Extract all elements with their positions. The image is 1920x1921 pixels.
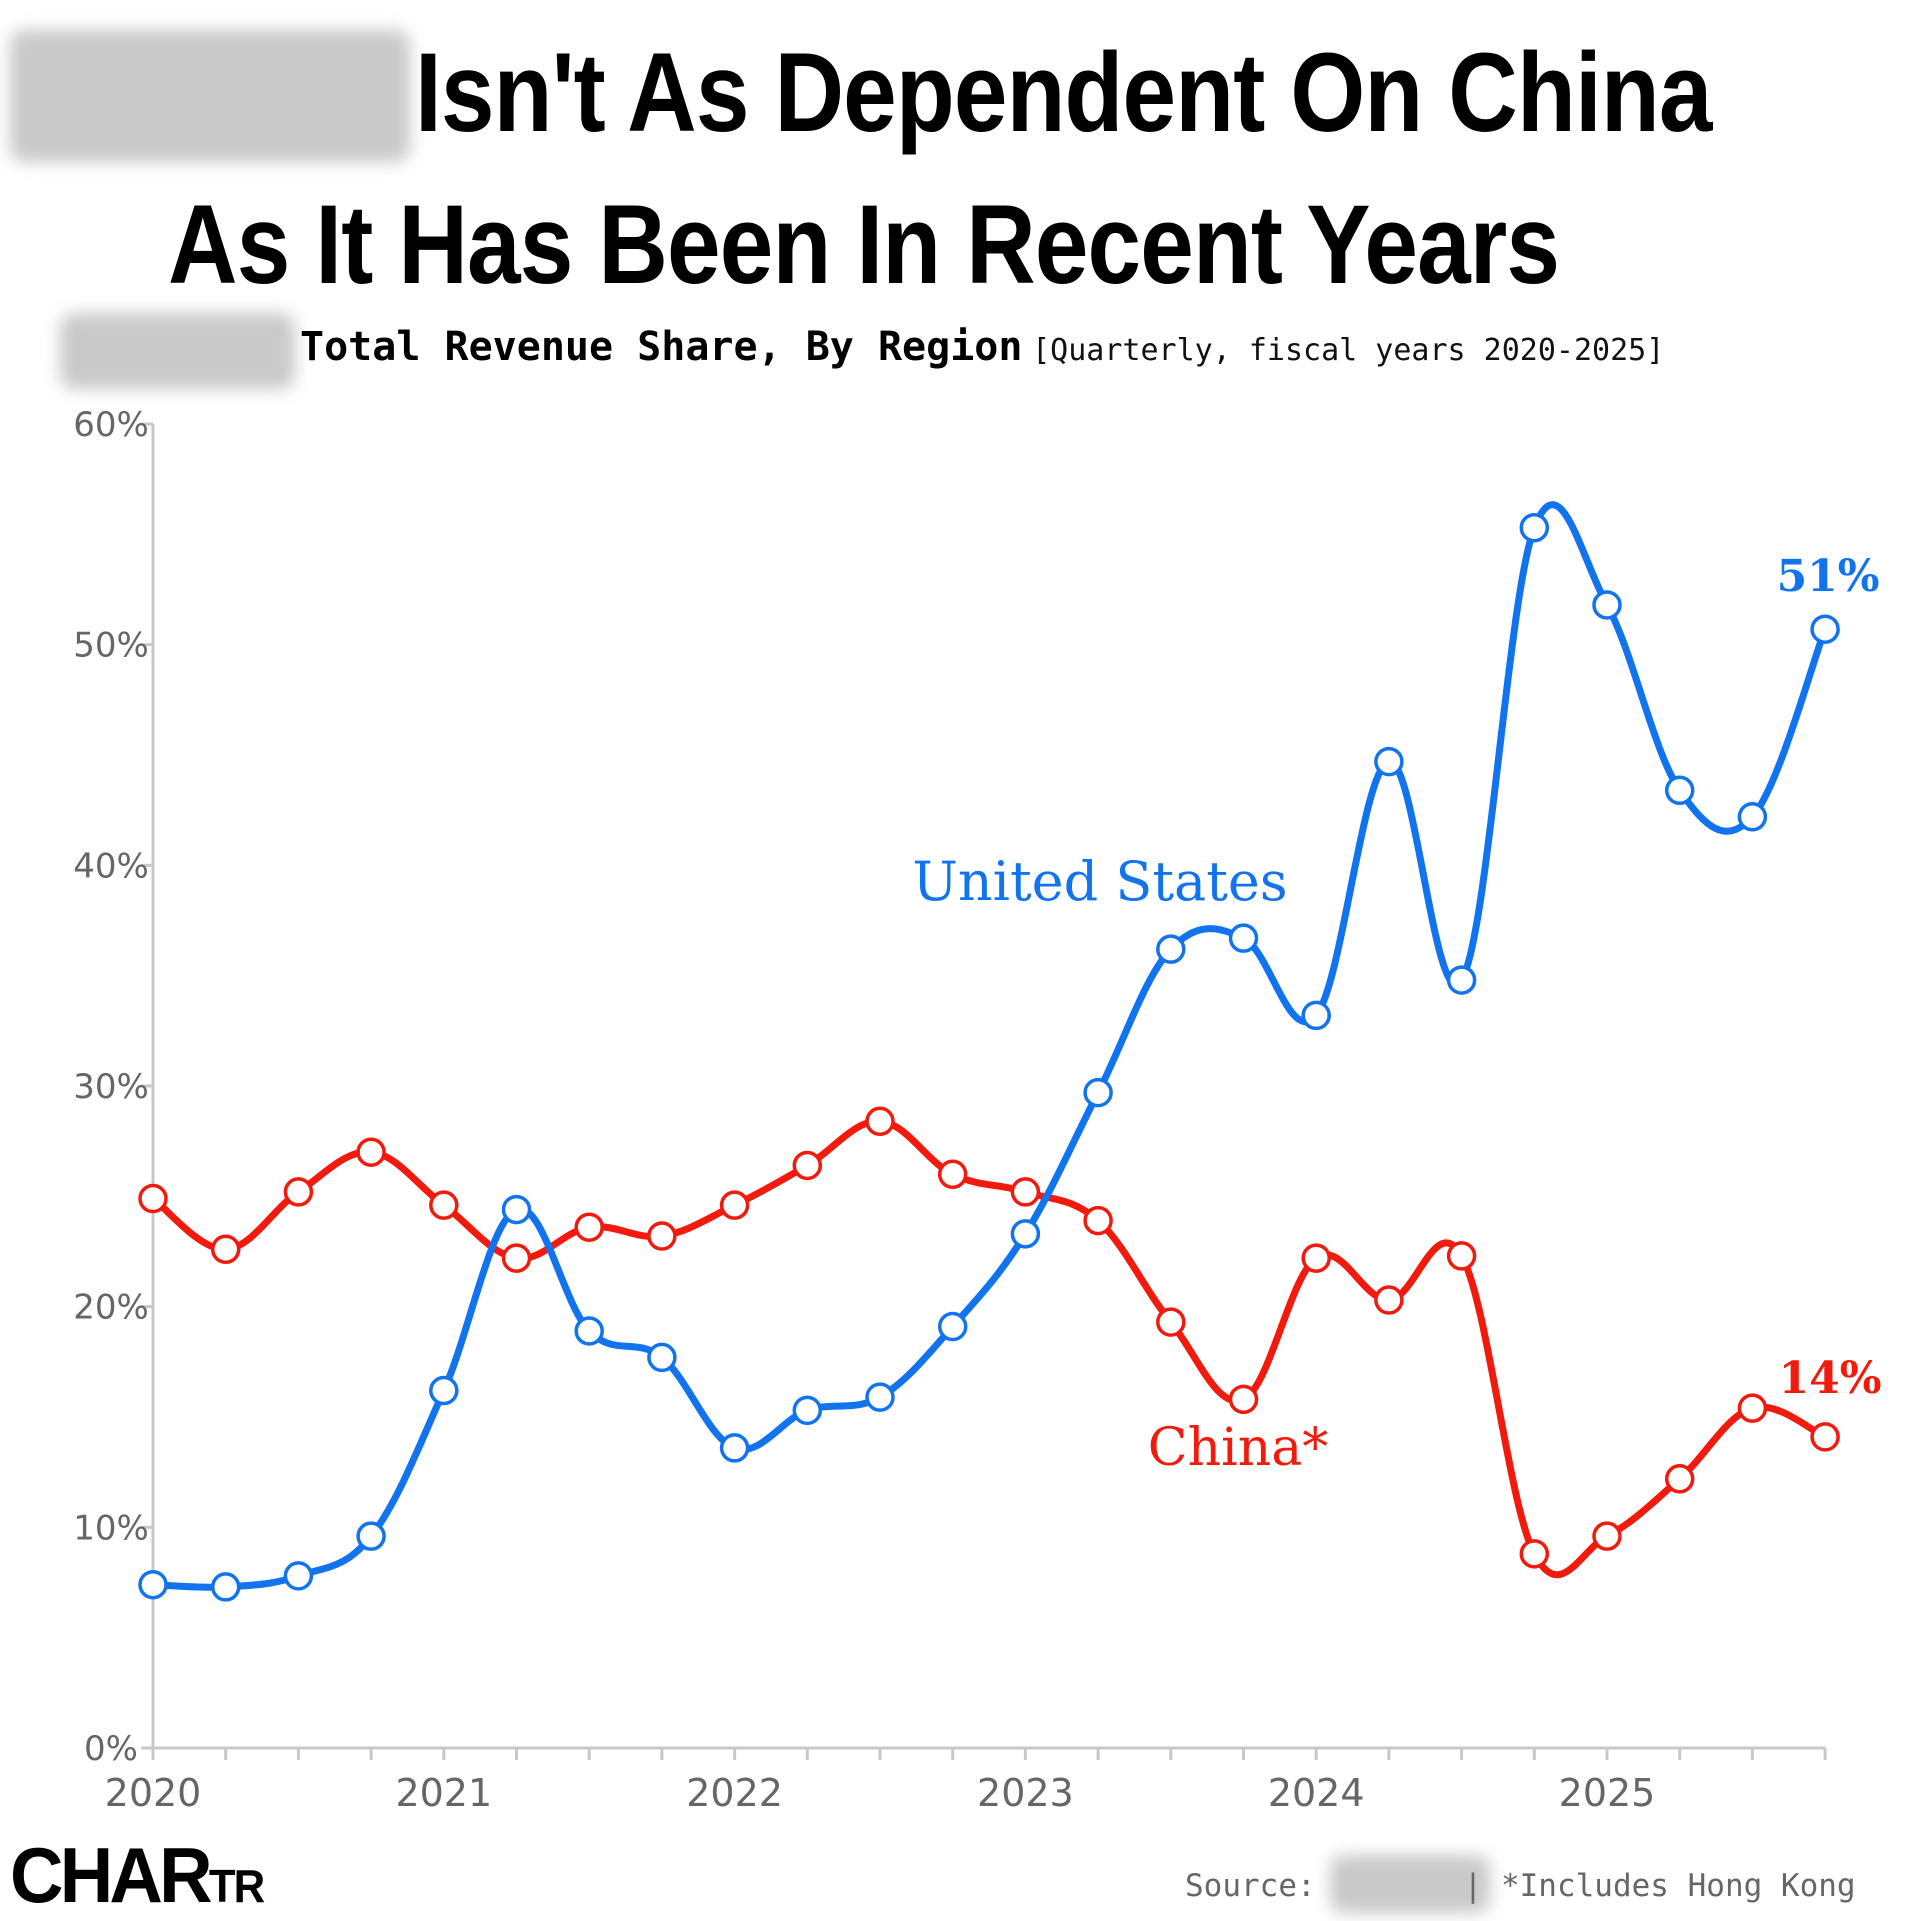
- point-us: [1083, 1077, 1113, 1108]
- chart-points: [138, 512, 1840, 1602]
- point-us: [1010, 1219, 1041, 1249]
- point-china: [1664, 1464, 1695, 1494]
- revenue-share-line-chart: 0% 10% 20% 30% 40% 50% 60% 2020 2021 2022 2023 2024…: [73, 405, 1881, 1815]
- y-tick-label: 20%: [73, 1288, 149, 1328]
- y-tick-label: 60%: [73, 405, 149, 445]
- x-tick-label: 2024: [1268, 1771, 1365, 1815]
- point-china: [937, 1159, 968, 1190]
- point-us: [429, 1375, 459, 1406]
- point-china: [1301, 1243, 1331, 1273]
- chart-labels: United States China* 51% 14%: [912, 551, 1881, 1478]
- point-china: [1519, 1539, 1550, 1569]
- chart-subtitle: Total Revenue Share, By Region [Quarterl…: [300, 324, 1664, 370]
- point-china: [429, 1190, 459, 1220]
- point-china: [1010, 1177, 1041, 1207]
- point-us: [719, 1433, 750, 1463]
- end-label-china: 14%: [1779, 1353, 1882, 1404]
- line-china: [149, 1117, 1829, 1579]
- point-china: [1446, 1241, 1477, 1271]
- point-us: [210, 1572, 241, 1602]
- chart-axes: 0% 10% 20% 30% 40% 50% 60% 2020 2021 2022 2023 2024…: [73, 405, 1827, 1815]
- point-us: [283, 1561, 314, 1591]
- redacted-company-name-subtitle: [60, 313, 295, 389]
- point-china: [210, 1234, 241, 1265]
- end-label-us: 51%: [1777, 551, 1880, 602]
- point-china: [647, 1221, 677, 1251]
- y-tick-label: 10%: [73, 1508, 149, 1548]
- point-us: [1810, 614, 1840, 644]
- point-china: [1737, 1393, 1768, 1423]
- y-tick-label: 50%: [73, 626, 149, 666]
- point-us: [356, 1521, 386, 1551]
- subtitle-detail: [Quarterly, fiscal years 2020-2025]: [1032, 333, 1665, 368]
- title-line-1: Isn't As Dependent On China: [415, 30, 1712, 155]
- series-label-china: China*: [1148, 1418, 1328, 1478]
- logo-text-big: CHA: [10, 1831, 163, 1919]
- point-china: [792, 1150, 823, 1181]
- point-us: [1301, 1000, 1331, 1031]
- point-us: [1446, 965, 1477, 995]
- x-tick-label: 2022: [686, 1771, 783, 1815]
- y-tick-label: 30%: [73, 1067, 149, 1107]
- subtitle-main: Total Revenue Share, By Region: [300, 324, 1023, 370]
- point-china: [865, 1106, 895, 1137]
- point-china: [574, 1212, 604, 1242]
- redacted-source-name: [1330, 1855, 1490, 1913]
- point-china: [1810, 1422, 1840, 1452]
- point-us: [1519, 512, 1550, 543]
- point-us: [138, 1569, 168, 1600]
- footnote: | *Includes Hong Kong: [1463, 1868, 1856, 1904]
- series-label-us: United States: [912, 850, 1287, 913]
- point-us: [865, 1382, 895, 1412]
- point-us: [647, 1342, 677, 1373]
- x-tick-label: 2023: [977, 1771, 1074, 1815]
- point-us: [1664, 775, 1695, 806]
- title-line-2: As It Has Been In Recent Years: [168, 182, 1560, 307]
- point-china: [138, 1183, 168, 1214]
- logo-text-r: R: [159, 1831, 213, 1919]
- point-us: [1592, 590, 1622, 620]
- chartr-logo: CHARTR: [10, 1830, 265, 1921]
- footer-source-note: Source: | *Includes Hong Kong: [1185, 1868, 1856, 1904]
- point-us: [574, 1316, 604, 1346]
- x-tick-label: 2020: [105, 1771, 202, 1815]
- point-china: [719, 1190, 750, 1220]
- point-china: [356, 1137, 386, 1167]
- chart-lines: [149, 501, 1829, 1591]
- point-us: [501, 1194, 532, 1225]
- point-china: [283, 1177, 314, 1207]
- point-china: [1592, 1521, 1622, 1551]
- source-label: Source:: [1185, 1868, 1316, 1904]
- point-us: [1228, 923, 1259, 953]
- point-us: [1156, 934, 1186, 964]
- point-china: [1228, 1384, 1259, 1415]
- point-us: [1737, 802, 1768, 832]
- x-tick-label: 2021: [395, 1771, 492, 1815]
- point-us: [792, 1395, 823, 1426]
- y-tick-label: 40%: [73, 846, 149, 886]
- point-china: [1083, 1205, 1113, 1236]
- point-us: [1374, 746, 1404, 777]
- y-tick-label: 0%: [84, 1729, 138, 1769]
- line-us: [149, 501, 1829, 1591]
- point-us: [937, 1311, 968, 1342]
- point-china: [1156, 1307, 1186, 1337]
- redacted-company-name-title: [10, 30, 410, 162]
- point-china: [501, 1243, 532, 1273]
- point-china: [1374, 1285, 1404, 1315]
- x-tick-label: 2025: [1559, 1771, 1656, 1815]
- logo-text-small: TR: [208, 1860, 265, 1912]
